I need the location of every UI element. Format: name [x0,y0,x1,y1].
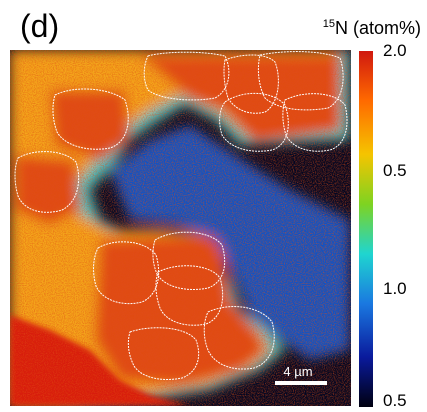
cell-outline [155,265,224,326]
cell-outline [93,241,160,305]
scale-bar: 4 µm [275,364,327,385]
isotope-unit-label: N (atom%) [334,18,421,38]
colorbar-tick-top: 2.0 [383,41,407,60]
colorbar-gradient [359,51,373,407]
colorbar-tick-lower: 1.0 [383,279,407,298]
cell-outline [14,151,80,213]
cell-outline [52,88,129,150]
cell-outline [127,327,200,380]
speckle-texture [10,50,351,406]
cell-outline [223,54,279,114]
scale-bar-label: 4 µm [283,364,312,379]
scale-bar-line [275,381,327,385]
cell-outline [203,306,275,370]
cell-outline [219,92,289,152]
colorbar-tick-upper: 0.5 [383,161,407,180]
panel-label: (d) [20,8,60,44]
colorbar-title: 15N (atom%) [323,14,421,38]
colorbar-tick-bottom: 0.5 [383,391,407,410]
cell-outline [143,51,230,101]
cell-outline [257,51,344,111]
cell-outline [152,231,226,290]
nanosims-isotope-map: 4 µm [10,50,351,406]
cell-outlines [14,51,348,380]
isotope-mass-number: 15 [322,18,335,30]
